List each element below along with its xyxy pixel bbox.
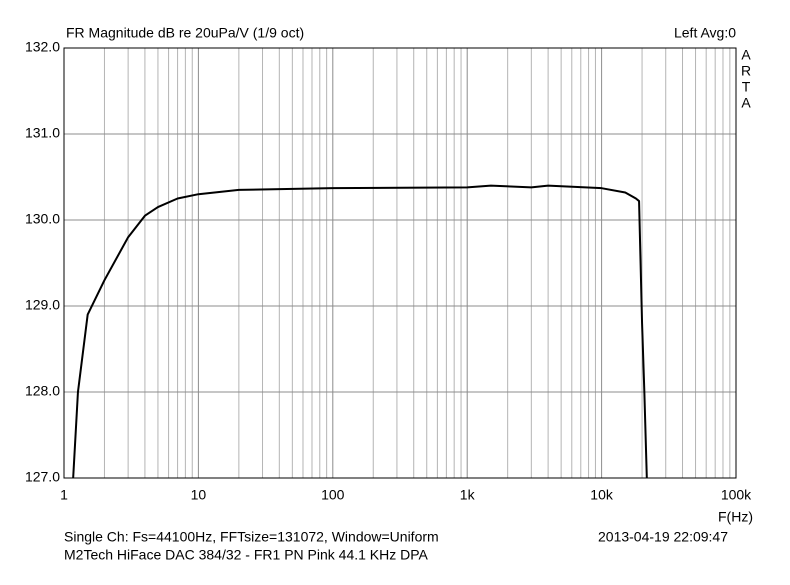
x-tick-label: 10k [590, 487, 614, 503]
footer-description: M2Tech HiFace DAC 384/32 - FR1 PN Pink 4… [64, 547, 429, 563]
timestamp: 2013-04-19 22:09:47 [598, 529, 728, 545]
y-tick-label: 128.0 [25, 383, 60, 399]
brand-letter: T [742, 79, 751, 95]
y-tick-label: 132.0 [25, 39, 60, 55]
footer-settings: Single Ch: Fs=44100Hz, FFTsize=131072, W… [64, 529, 439, 545]
x-tick-label: 10 [191, 487, 207, 503]
y-tick-label: 131.0 [25, 125, 60, 141]
x-tick-label: 100k [721, 487, 752, 503]
y-tick-label: 127.0 [25, 469, 60, 485]
y-tick-label: 129.0 [25, 297, 60, 313]
x-axis-label: F(Hz) [718, 509, 753, 525]
channel-info: Left Avg:0 [674, 25, 736, 41]
response-curve [72, 184, 648, 479]
x-tick-label: 1k [460, 487, 476, 503]
brand-letter: R [741, 63, 751, 79]
chart-title: FR Magnitude dB re 20uPa/V (1/9 oct) [66, 25, 304, 41]
x-tick-label: 100 [321, 487, 345, 503]
brand-letter: A [741, 47, 751, 63]
brand-letter: A [741, 95, 751, 111]
x-tick-label: 1 [60, 487, 68, 503]
plot-frame [63, 47, 737, 479]
y-tick-label: 130.0 [25, 211, 60, 227]
